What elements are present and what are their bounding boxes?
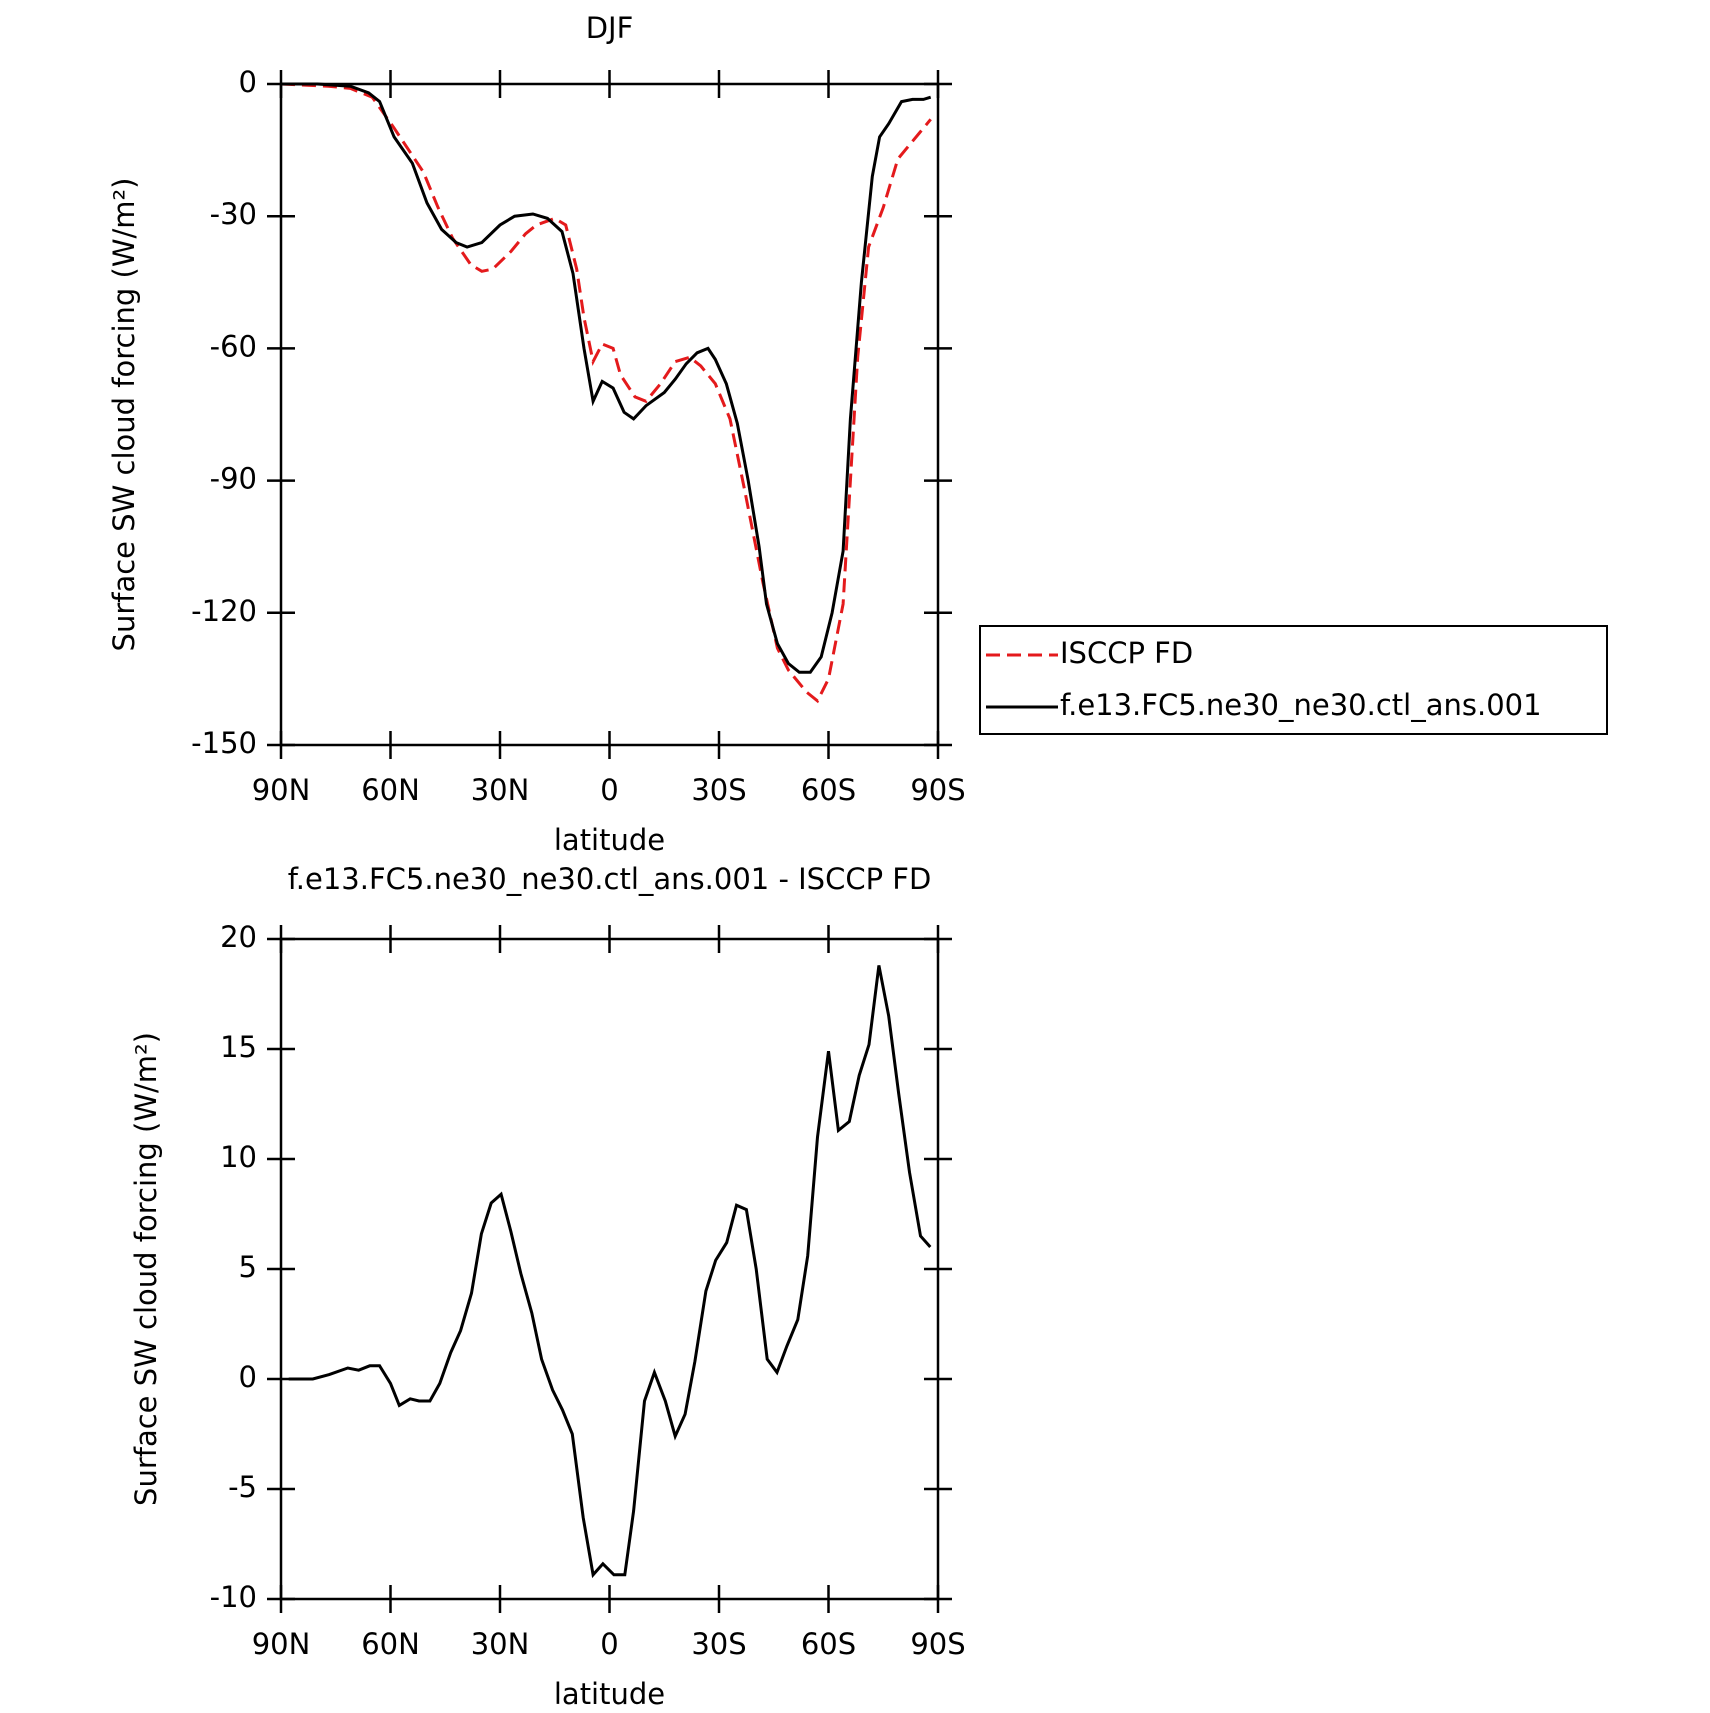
legend-box: [979, 625, 1608, 735]
series-line: [280, 82, 932, 704]
x-tick-label: 30S: [691, 773, 746, 807]
legend-label: f.e13.FC5.ne30_ne30.ctl_ans.001: [1060, 688, 1542, 722]
y-tick-label: -5: [228, 1470, 257, 1504]
y-tick-label: 15: [220, 1030, 257, 1064]
series-line: [288, 965, 932, 1579]
y-tick-label: -30: [210, 197, 257, 231]
legend-label: ISCCP FD: [1060, 636, 1193, 670]
y-tick-label: -60: [210, 329, 257, 363]
x-tick-label: 30N: [471, 773, 530, 807]
x-axis-label: latitude: [554, 1677, 665, 1711]
y-tick-label: -150: [191, 726, 257, 760]
x-tick-label: 30S: [691, 1627, 746, 1661]
x-tick-label: 60S: [801, 1627, 856, 1661]
x-axis-label: latitude: [554, 823, 665, 857]
x-tick-label: 60N: [361, 773, 420, 807]
y-axis-label: Surface SW cloud forcing (W/m²): [129, 1032, 163, 1506]
x-tick-label: 90S: [910, 773, 965, 807]
x-tick-label: 60S: [801, 773, 856, 807]
y-tick-label: 0: [239, 1360, 257, 1394]
y-axis-label: Surface SW cloud forcing (W/m²): [107, 178, 141, 652]
x-tick-label: 90S: [910, 1627, 965, 1661]
y-tick-label: 5: [239, 1250, 257, 1284]
y-tick-label: -90: [210, 462, 257, 496]
x-tick-label: 0: [600, 1627, 618, 1661]
y-tick-label: 10: [220, 1140, 257, 1174]
chart-title: f.e13.FC5.ne30_ne30.ctl_ans.001 - ISCCP …: [288, 862, 932, 896]
plot-frame: [279, 937, 940, 1601]
y-tick-label: -10: [210, 1580, 257, 1614]
series-line: [281, 82, 932, 674]
y-tick-label: -120: [191, 594, 257, 628]
chart-title: DJF: [586, 11, 634, 45]
x-tick-label: 60N: [361, 1627, 420, 1661]
y-tick-label: 20: [220, 920, 257, 954]
y-tick-label: 0: [239, 65, 257, 99]
x-tick-label: 90N: [252, 1627, 311, 1661]
plot-frame: [279, 82, 940, 747]
x-tick-label: 90N: [252, 773, 311, 807]
x-tick-label: 30N: [471, 1627, 530, 1661]
x-tick-label: 0: [600, 773, 618, 807]
